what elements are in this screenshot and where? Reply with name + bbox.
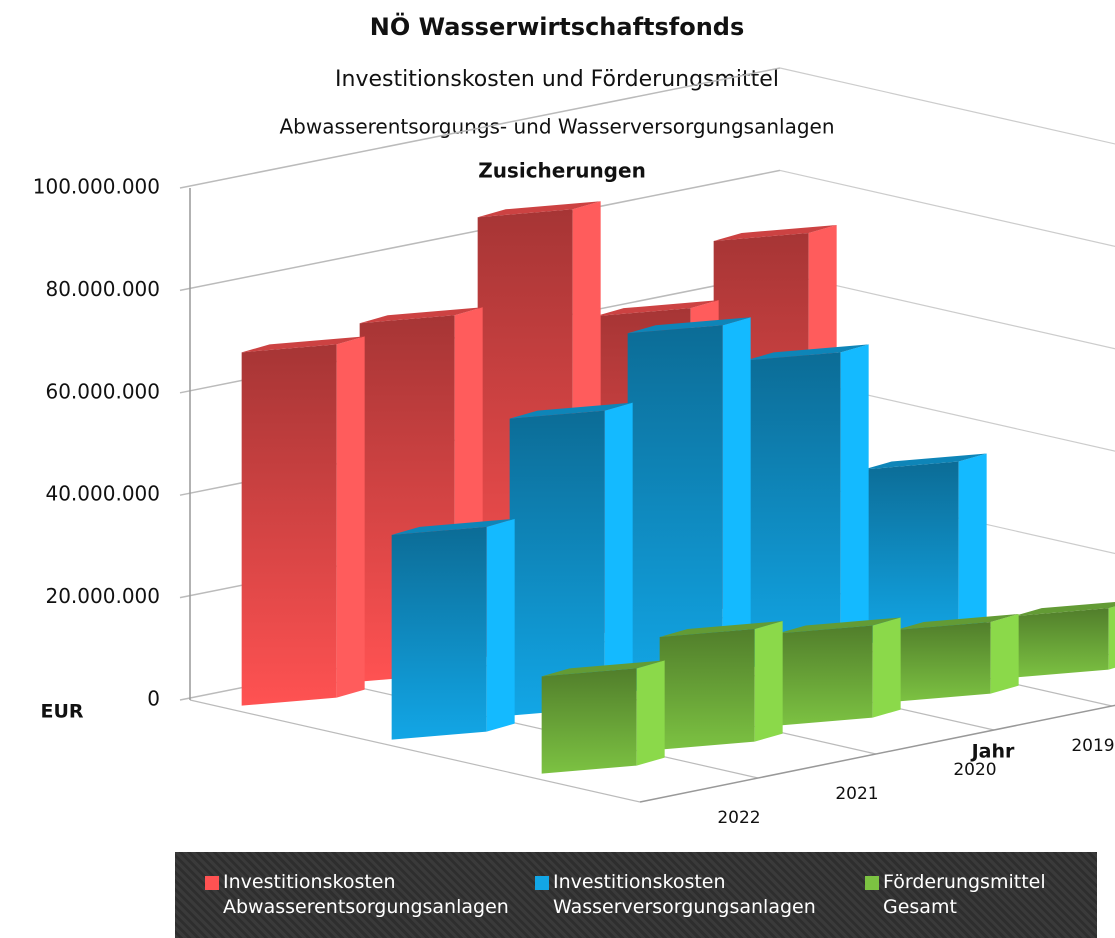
bar-front (541, 668, 637, 774)
legend-item: Investitionskosten Abwasserentsorgungsan… (205, 870, 535, 920)
x-axis-label: Jahr (970, 741, 1015, 763)
bar-top (477, 201, 601, 218)
bar (895, 613, 1019, 702)
y-axis-label: EUR (40, 701, 83, 723)
bar-top (713, 224, 837, 241)
bar-top (359, 307, 483, 324)
subtitle: Investitionskosten und Förderungsmittel (335, 67, 779, 92)
bar-top (1013, 602, 1115, 617)
bar-side (990, 613, 1019, 694)
floor-line (307, 675, 759, 779)
grid-line (779, 272, 1115, 350)
x-tick-label: 2020 (953, 760, 996, 780)
bar-front (863, 461, 959, 644)
bar-front (1013, 608, 1109, 678)
bar-front (659, 628, 755, 750)
bar (509, 402, 633, 716)
legend-item: Investitionskosten Wasserversorgungsanla… (535, 870, 865, 920)
grid-line (179, 67, 781, 189)
bar-side (604, 402, 633, 708)
bar-top (241, 336, 365, 353)
bar (1013, 602, 1115, 678)
bar-top (745, 344, 869, 361)
axis-line (639, 704, 1115, 803)
bar-top (391, 518, 515, 535)
bar-top (863, 453, 987, 470)
bar-side (840, 344, 869, 660)
bar (241, 336, 365, 706)
y-tick-label: 60.000.000 (45, 379, 160, 403)
chart: NÖ Wasserwirtschaftsfonds Investitionsko… (33, 11, 1115, 828)
subtitle: Abwasserentsorgungs- und Wasserversorgun… (280, 115, 835, 139)
bar-front (391, 526, 487, 740)
x-tick-label: 2019 (1071, 736, 1114, 756)
bar (777, 617, 901, 726)
bar-top (541, 660, 665, 677)
bar-side (486, 518, 515, 732)
legend-swatch (865, 876, 879, 890)
bar (541, 660, 665, 774)
bar-side (754, 620, 783, 742)
bar-front (509, 410, 605, 716)
bar-side (1108, 606, 1115, 670)
bar-top (659, 620, 783, 637)
legend: Investitionskosten Abwasserentsorgungsan… (175, 852, 1097, 938)
bar (659, 620, 783, 750)
bar (627, 317, 751, 692)
legend-label: Förderungsmittel Gesamt (883, 871, 1046, 918)
chart-title: NÖ Wasserwirtschaftsfonds (370, 11, 745, 41)
bar-front (627, 325, 723, 692)
x-tick-label: 2022 (717, 808, 760, 828)
x-tick-label: 2021 (835, 784, 878, 804)
bar-top (509, 402, 633, 419)
y-tick-label: 40.000.000 (45, 482, 160, 506)
bar-top (777, 617, 901, 634)
bar-front (895, 621, 991, 702)
plot-title: Zusicherungen (478, 159, 646, 183)
legend-swatch (535, 876, 549, 890)
y-tick-label: 0 (147, 687, 160, 711)
legend-item: Förderungsmittel Gesamt (865, 870, 1065, 920)
bar-side (722, 317, 751, 684)
bar-front (777, 625, 873, 726)
legend-swatch (205, 876, 219, 890)
bar-top (595, 300, 719, 317)
bar (863, 453, 987, 644)
bar (745, 344, 869, 668)
grid-line (779, 67, 1115, 145)
bar-side (958, 453, 987, 636)
y-tick-label: 100.000.000 (33, 175, 160, 199)
bar-side (872, 617, 901, 718)
bar-front (241, 344, 337, 706)
bar-top (895, 613, 1019, 630)
bar-side (636, 660, 665, 766)
legend-label: Investitionskosten Abwasserentsorgungsan… (223, 871, 509, 918)
y-tick-label: 20.000.000 (45, 584, 160, 608)
grid-line (779, 169, 1115, 247)
bar-top (627, 317, 751, 334)
bar-front (745, 352, 841, 668)
bar-side (336, 336, 365, 698)
legend-label: Investitionskosten Wasserversorgungsanla… (553, 871, 816, 918)
bar (391, 518, 515, 740)
y-tick-label: 80.000.000 (45, 277, 160, 301)
floor-line (189, 699, 641, 803)
